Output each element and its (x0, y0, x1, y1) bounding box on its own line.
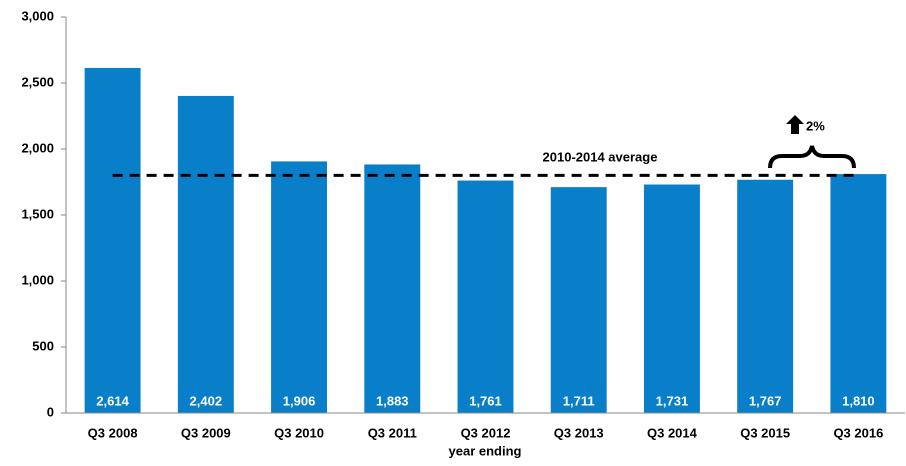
value-label: 1,767 (749, 393, 782, 408)
y-tick-label: 3,000 (21, 8, 54, 23)
change-label: 2% (806, 118, 825, 133)
value-label: 1,906 (283, 393, 316, 408)
bar (737, 179, 794, 413)
brace (768, 145, 856, 169)
bar (643, 184, 700, 413)
x-tick-label: Q3 2008 (88, 425, 138, 440)
bar (177, 95, 234, 413)
x-tick-label: Q3 2013 (554, 425, 604, 440)
x-tick-label: Q3 2012 (461, 425, 511, 440)
bar (364, 164, 421, 413)
y-tick-label: 2,500 (21, 74, 54, 89)
bar (457, 180, 514, 413)
y-tick-label: 1,000 (21, 272, 54, 287)
x-tick-label: Q3 2014 (647, 425, 698, 440)
x-tick-label: Q3 2015 (740, 425, 790, 440)
x-tick-label: Q3 2009 (181, 425, 231, 440)
value-label: 1,711 (563, 393, 595, 408)
average-label: 2010-2014 average (543, 149, 658, 164)
y-tick-label: 1,500 (21, 206, 54, 221)
value-label: 1,883 (376, 393, 409, 408)
value-label: 1,761 (469, 393, 502, 408)
value-label: 2,402 (190, 393, 223, 408)
value-label: 1,731 (656, 393, 689, 408)
x-tick-label: Q3 2011 (368, 425, 417, 440)
y-tick-label: 0 (47, 404, 54, 419)
bar (271, 161, 328, 413)
bar (84, 67, 141, 414)
value-label: 2,614 (96, 393, 129, 408)
bar (550, 187, 607, 413)
x-tick-label: Q3 2016 (833, 425, 883, 440)
y-tick-label: 500 (32, 338, 54, 353)
x-tick-label: Q3 2010 (274, 425, 324, 440)
up-arrow (786, 115, 804, 134)
y-tick-label: 2,000 (21, 140, 54, 155)
x-axis-title: year ending (449, 443, 522, 458)
bar (830, 174, 887, 413)
value-label: 1,810 (842, 393, 875, 408)
